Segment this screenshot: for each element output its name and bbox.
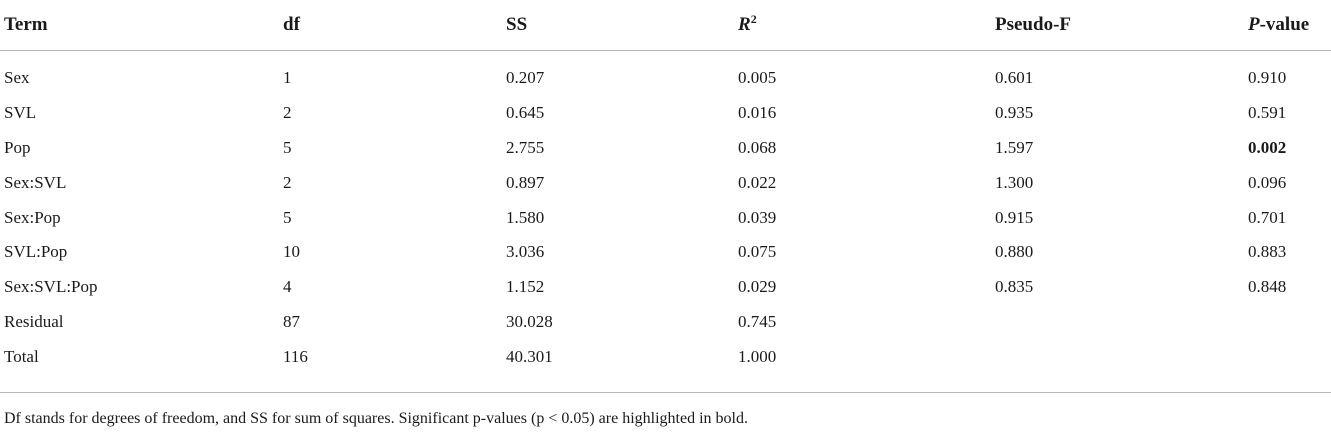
cell-r2: 0.005 (738, 68, 777, 88)
header-r2-superscript: 2 (750, 12, 757, 26)
cell-df: 87 (283, 311, 300, 331)
cell-p-value: 0.910 (1248, 68, 1287, 88)
cell-ss: 0.897 (506, 172, 545, 192)
cell-ss: 0.645 (506, 103, 545, 123)
table-row: Sex:SVL 2 0.897 0.022 1.300 0.096 (0, 165, 1331, 200)
cell-df: 116 (283, 346, 308, 366)
cell-r2: 0.022 (738, 172, 777, 192)
cell-r2: 0.075 (738, 242, 777, 262)
table-row: Pop 5 2.755 0.068 1.597 0.002 (0, 131, 1331, 166)
table-row: Residual 87 30.028 0.745 (0, 305, 1331, 340)
cell-r2: 0.745 (738, 311, 777, 331)
header-p-value-italic: P (1248, 14, 1260, 35)
cell-df: 2 (283, 172, 292, 192)
cell-p-value: 0.096 (1248, 172, 1287, 192)
table-row: Total 116 40.301 1.000 (0, 339, 1331, 378)
cell-term: SVL:Pop (4, 242, 68, 262)
cell-term: SVL (4, 103, 37, 123)
table-footnote: Df stands for degrees of freedom, and SS… (4, 410, 748, 427)
cell-p-value: 0.848 (1248, 277, 1287, 297)
cell-term: Pop (4, 137, 31, 157)
cell-pseudo-f: 1.597 (995, 137, 1034, 157)
header-row: Term df SS R2 Pseudo-F P-value (0, 0, 1331, 51)
cell-r2: 0.068 (738, 137, 777, 157)
cell-pseudo-f: 1.300 (995, 172, 1034, 192)
cell-pseudo-f: 0.915 (995, 207, 1034, 227)
cell-pseudo-f (995, 305, 1248, 340)
cell-term: Sex:SVL:Pop (4, 277, 98, 297)
cell-term: Sex:SVL (4, 172, 67, 192)
header-ss: SS (506, 0, 738, 51)
header-p-value: P-value (1248, 0, 1331, 51)
cell-ss: 2.755 (506, 137, 545, 157)
table-row: Sex 1 0.207 0.005 0.601 0.910 (0, 51, 1331, 96)
cell-df: 10 (283, 242, 300, 262)
cell-ss: 3.036 (506, 242, 545, 262)
cell-p-value (1248, 339, 1331, 378)
cell-ss: 1.580 (506, 207, 545, 227)
table-body: Sex 1 0.207 0.005 0.601 0.910 SVL 2 0.645 0.016 0.… (0, 51, 1331, 379)
cell-ss: 0.207 (506, 68, 545, 88)
cell-df: 2 (283, 103, 292, 123)
cell-p-value: 0.002 (1248, 137, 1287, 157)
cell-term: Sex:Pop (4, 207, 61, 227)
header-r2: R2 (738, 0, 995, 51)
table-row: SVL 2 0.645 0.016 0.935 0.591 (0, 96, 1331, 131)
cell-r2: 0.016 (738, 103, 777, 123)
cell-r2: 1.000 (738, 346, 777, 366)
cell-term: Total (4, 346, 39, 366)
bottom-rule (0, 392, 1331, 393)
table-row: Sex:SVL:Pop 4 1.152 0.029 0.835 0.848 (0, 270, 1331, 305)
header-pseudo-f: Pseudo-F (995, 0, 1248, 51)
cell-term: Residual (4, 311, 64, 331)
cell-p-value: 0.883 (1248, 242, 1287, 262)
cell-df: 4 (283, 277, 292, 297)
table-row: SVL:Pop 10 3.036 0.075 0.880 0.883 (0, 235, 1331, 270)
header-df: df (283, 0, 506, 51)
cell-pseudo-f: 0.835 (995, 277, 1034, 297)
cell-pseudo-f (995, 339, 1248, 378)
header-r2-base: R (738, 14, 751, 35)
cell-p-value (1248, 305, 1331, 340)
cell-df: 5 (283, 137, 292, 157)
cell-df: 1 (283, 68, 292, 88)
cell-pseudo-f: 0.935 (995, 103, 1034, 123)
cell-r2: 0.039 (738, 207, 777, 227)
cell-df: 5 (283, 207, 292, 227)
header-p-value-rest: -value (1259, 14, 1310, 35)
cell-ss: 30.028 (506, 311, 553, 331)
cell-term: Sex (4, 68, 30, 88)
header-term: Term (0, 0, 283, 51)
table-row: Sex:Pop 5 1.580 0.039 0.915 0.701 (0, 200, 1331, 235)
cell-p-value: 0.591 (1248, 103, 1287, 123)
cell-pseudo-f: 0.880 (995, 242, 1034, 262)
cell-r2: 0.029 (738, 277, 777, 297)
results-table: Term df SS R2 Pseudo-F P-value Sex 1 0.207… (0, 0, 1331, 379)
cell-ss: 40.301 (506, 346, 553, 366)
cell-ss: 1.152 (506, 277, 545, 297)
cell-p-value: 0.701 (1248, 207, 1287, 227)
cell-pseudo-f: 0.601 (995, 68, 1034, 88)
